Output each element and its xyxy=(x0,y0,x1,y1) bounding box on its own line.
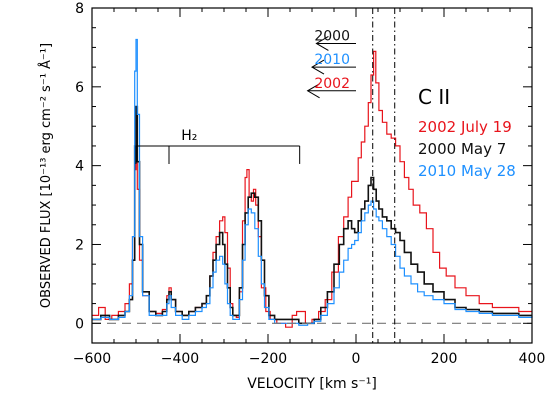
ticks-layer: −600 −400 −200 0 200 400 0 2 4 6 8 xyxy=(73,1,546,367)
y-tick-label-4: 8 xyxy=(75,1,84,17)
arrow-year-2010: 2010 xyxy=(314,52,350,68)
legend-entry-0: 2002 July 19 xyxy=(418,118,512,136)
x-tick-label-1: −400 xyxy=(161,351,199,367)
arrow-year-2002: 2002 xyxy=(314,76,350,92)
x-tick-label-0: −600 xyxy=(73,351,111,367)
species-label: C II xyxy=(418,85,450,109)
y-tick-label-2: 4 xyxy=(75,159,84,175)
y-axis-label: OBSERVED FLUX [10⁻¹³ erg cm⁻² s⁻¹ Å⁻¹] xyxy=(38,43,54,308)
y-tick-label-1: 2 xyxy=(75,237,84,253)
x-tick-label-4: 200 xyxy=(431,351,458,367)
x-axis-label: VELOCITY [km s⁻¹] xyxy=(247,376,377,392)
h2-label: H₂ xyxy=(181,128,197,144)
arrow-head-2000 xyxy=(315,36,329,51)
arrow-head-2010 xyxy=(311,59,325,75)
legend-entry-1: 2000 May 7 xyxy=(418,140,506,158)
arrow-year-2000: 2000 xyxy=(314,28,350,44)
series-layer xyxy=(92,38,533,328)
legend: C II 2002 July 19 2000 May 7 2010 May 28 xyxy=(418,85,516,180)
annotation-layer: H₂ 2000 2010 2002 xyxy=(92,8,532,343)
x-tick-label-2: −200 xyxy=(249,351,287,367)
legend-entry-2: 2010 May 28 xyxy=(418,162,516,180)
series-line-2 xyxy=(92,38,533,326)
y-tick-label-3: 6 xyxy=(75,80,84,96)
arrow-head-2002 xyxy=(306,83,320,99)
y-tick-label-0: 0 xyxy=(75,316,84,332)
x-tick-label-3: 0 xyxy=(352,351,361,367)
x-tick-label-5: 400 xyxy=(519,351,546,367)
